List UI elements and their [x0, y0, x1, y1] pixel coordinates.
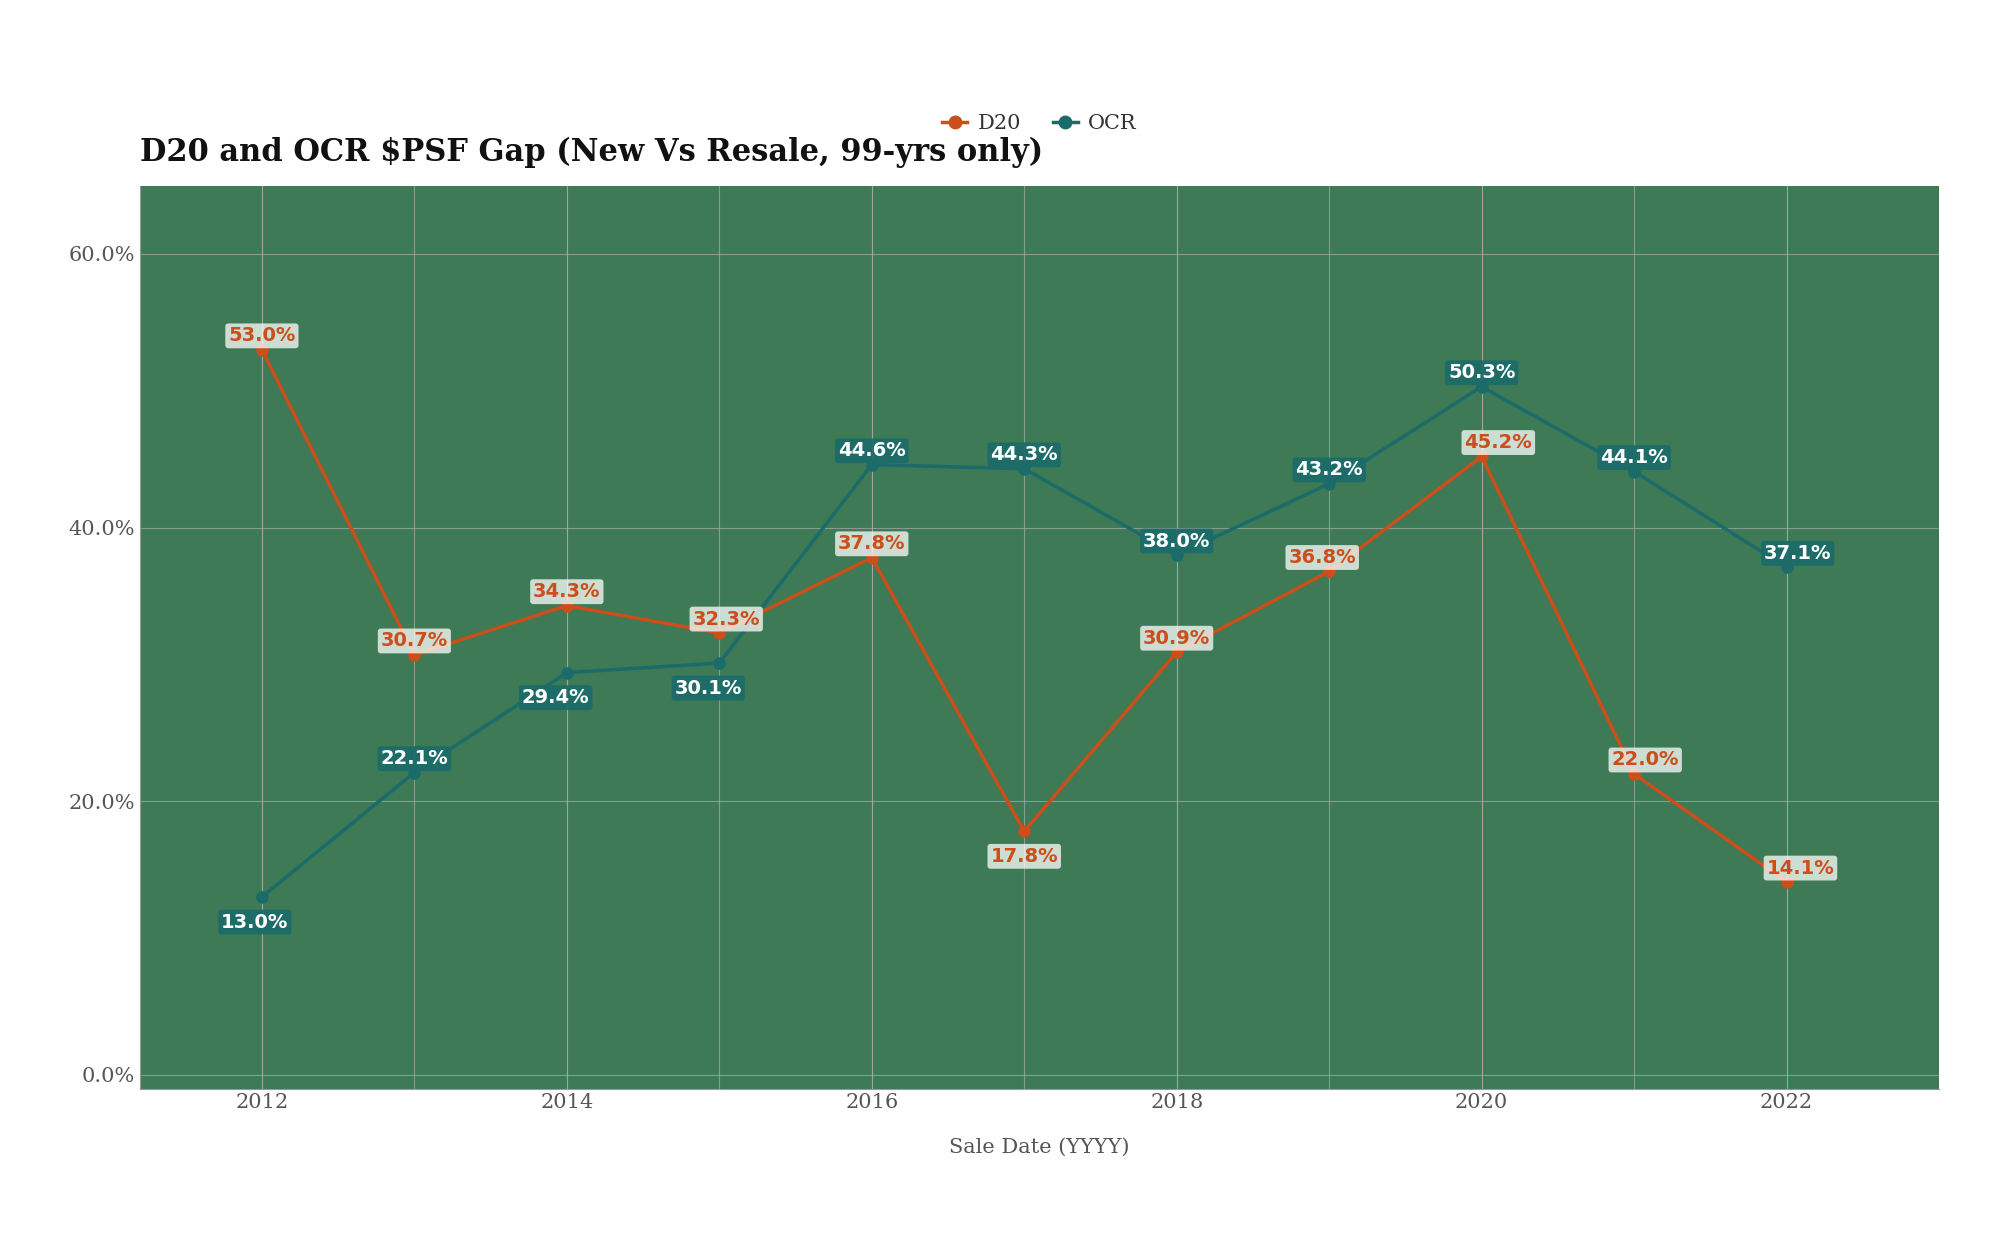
Text: 30.7%: 30.7% — [380, 631, 448, 651]
Text: 22.1%: 22.1% — [380, 750, 448, 768]
Text: 29.4%: 29.4% — [521, 688, 589, 708]
Text: 37.1%: 37.1% — [1762, 544, 1830, 563]
Text: 30.1%: 30.1% — [673, 679, 741, 698]
Text: 32.3%: 32.3% — [691, 610, 759, 628]
Text: 37.8%: 37.8% — [837, 534, 905, 553]
Legend: D20, OCR: D20, OCR — [933, 105, 1145, 141]
Text: 30.9%: 30.9% — [1143, 628, 1209, 648]
Text: 17.8%: 17.8% — [989, 847, 1057, 866]
Text: 44.6%: 44.6% — [837, 442, 905, 460]
Text: 34.3%: 34.3% — [533, 583, 599, 601]
Text: D20 and OCR $PSF Gap (New Vs Resale, 99-yrs only): D20 and OCR $PSF Gap (New Vs Resale, 99-… — [140, 136, 1043, 167]
Text: 44.3%: 44.3% — [989, 445, 1057, 464]
Text: 43.2%: 43.2% — [1295, 460, 1363, 480]
Text: 36.8%: 36.8% — [1289, 548, 1355, 567]
Text: 22.0%: 22.0% — [1610, 751, 1678, 769]
Text: 14.1%: 14.1% — [1766, 858, 1834, 877]
Text: 53.0%: 53.0% — [228, 327, 296, 345]
Text: 45.2%: 45.2% — [1465, 433, 1530, 452]
Text: 44.1%: 44.1% — [1600, 448, 1666, 468]
Text: 50.3%: 50.3% — [1447, 364, 1514, 382]
X-axis label: Sale Date (YYYY): Sale Date (YYYY) — [949, 1137, 1129, 1157]
Text: 13.0%: 13.0% — [222, 913, 288, 931]
Text: 38.0%: 38.0% — [1143, 532, 1209, 550]
